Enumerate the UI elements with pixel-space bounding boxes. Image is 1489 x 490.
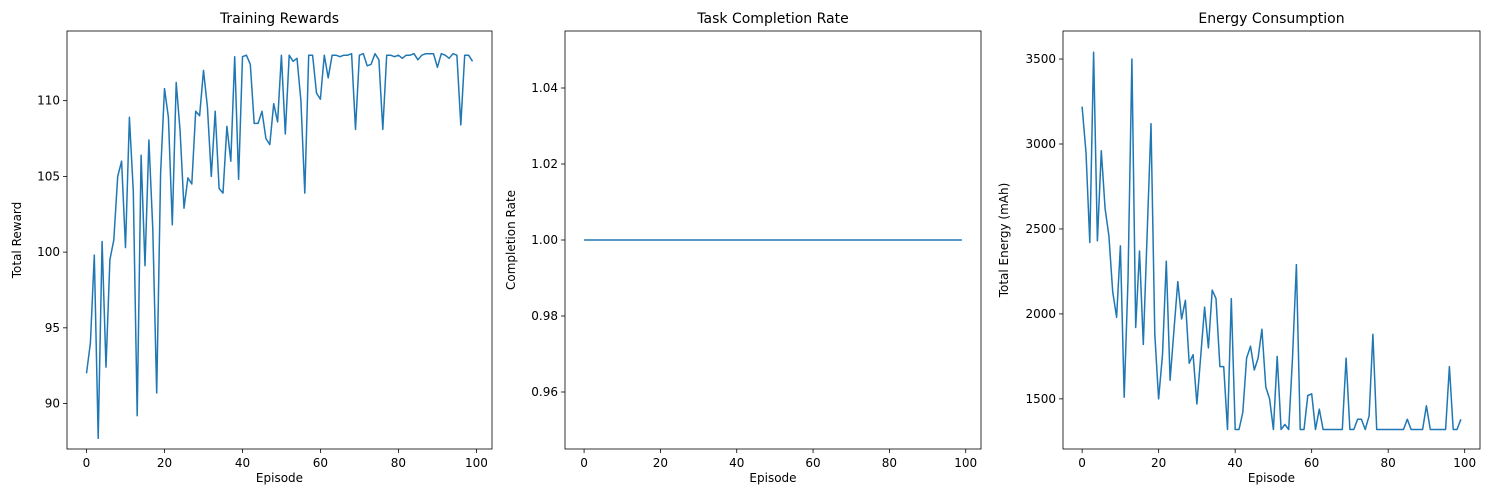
completion-ytick-label: 1.00	[531, 233, 558, 247]
energy-ytick-label: 2000	[1025, 307, 1056, 321]
rewards-ytick-label: 95	[45, 321, 60, 335]
energy-xlabel: Episode	[1248, 471, 1295, 485]
completion-xtick-label: 100	[954, 456, 977, 470]
energy-xtick-label: 20	[1151, 456, 1166, 470]
energy-xtick-label: 40	[1228, 456, 1243, 470]
rewards-ytick-label: 100	[37, 245, 60, 259]
energy-plot-frame	[1062, 30, 1481, 450]
rewards-xtick-label: 80	[391, 456, 406, 470]
completion-xlabel: Episode	[749, 471, 796, 485]
energy-xtick-label: 0	[1078, 456, 1086, 470]
completion-xtick-label: 80	[882, 456, 897, 470]
completion-xtick-label: 60	[805, 456, 820, 470]
rewards-ytick-label: 110	[37, 94, 60, 108]
energy-xtick-label: 100	[1453, 456, 1476, 470]
completion-xtick-label: 20	[653, 456, 668, 470]
energy-ytick-label: 3500	[1025, 52, 1056, 66]
rewards-xtick-label: 0	[83, 456, 91, 470]
rewards-title: Training Rewards	[219, 11, 339, 27]
rewards-ylabel: Total Reward	[10, 202, 24, 280]
rewards-ytick-label: 90	[45, 397, 60, 411]
energy-chart: 0 20 40 60 80 100 1500 2000 2500 3000 3500 Energy C…	[997, 11, 1481, 485]
energy-title: Energy Consumption	[1198, 11, 1344, 27]
energy-series-line	[1081, 51, 1462, 431]
rewards-xtick-label: 40	[235, 456, 250, 470]
rewards-xlabel: Episode	[256, 471, 303, 485]
rewards-xtick-label: 60	[313, 456, 328, 470]
energy-ytick-label: 1500	[1025, 392, 1056, 406]
energy-ytick-label: 2500	[1025, 222, 1056, 236]
rewards-xtick-label: 20	[157, 456, 172, 470]
energy-ylabel: Total Energy (mAh)	[997, 183, 1011, 299]
completion-chart: 0 20 40 60 80 100 0.96 0.98 1.00 1.02 1.04 Task Com…	[504, 11, 982, 485]
energy-ytick-label: 3000	[1025, 137, 1056, 151]
rewards-xtick-label: 100	[465, 456, 488, 470]
completion-ylabel: Completion Rate	[504, 190, 518, 290]
completion-ytick-label: 1.04	[531, 81, 558, 95]
energy-xtick-label: 80	[1381, 456, 1396, 470]
completion-ytick-label: 0.98	[531, 309, 558, 323]
completion-ytick-label: 0.96	[531, 385, 558, 399]
completion-xtick-label: 40	[729, 456, 744, 470]
completion-xtick-label: 0	[580, 456, 588, 470]
energy-xtick-label: 60	[1304, 456, 1319, 470]
rewards-ytick-label: 105	[37, 169, 60, 183]
completion-title: Task Completion Rate	[696, 11, 848, 27]
rewards-chart: 0 20 40 60 80 100 90 95 100 105 110 Training Reward…	[10, 11, 493, 485]
completion-ytick-label: 1.02	[531, 157, 558, 171]
rewards-plot-frame	[66, 30, 493, 450]
rewards-series-line	[85, 52, 474, 440]
